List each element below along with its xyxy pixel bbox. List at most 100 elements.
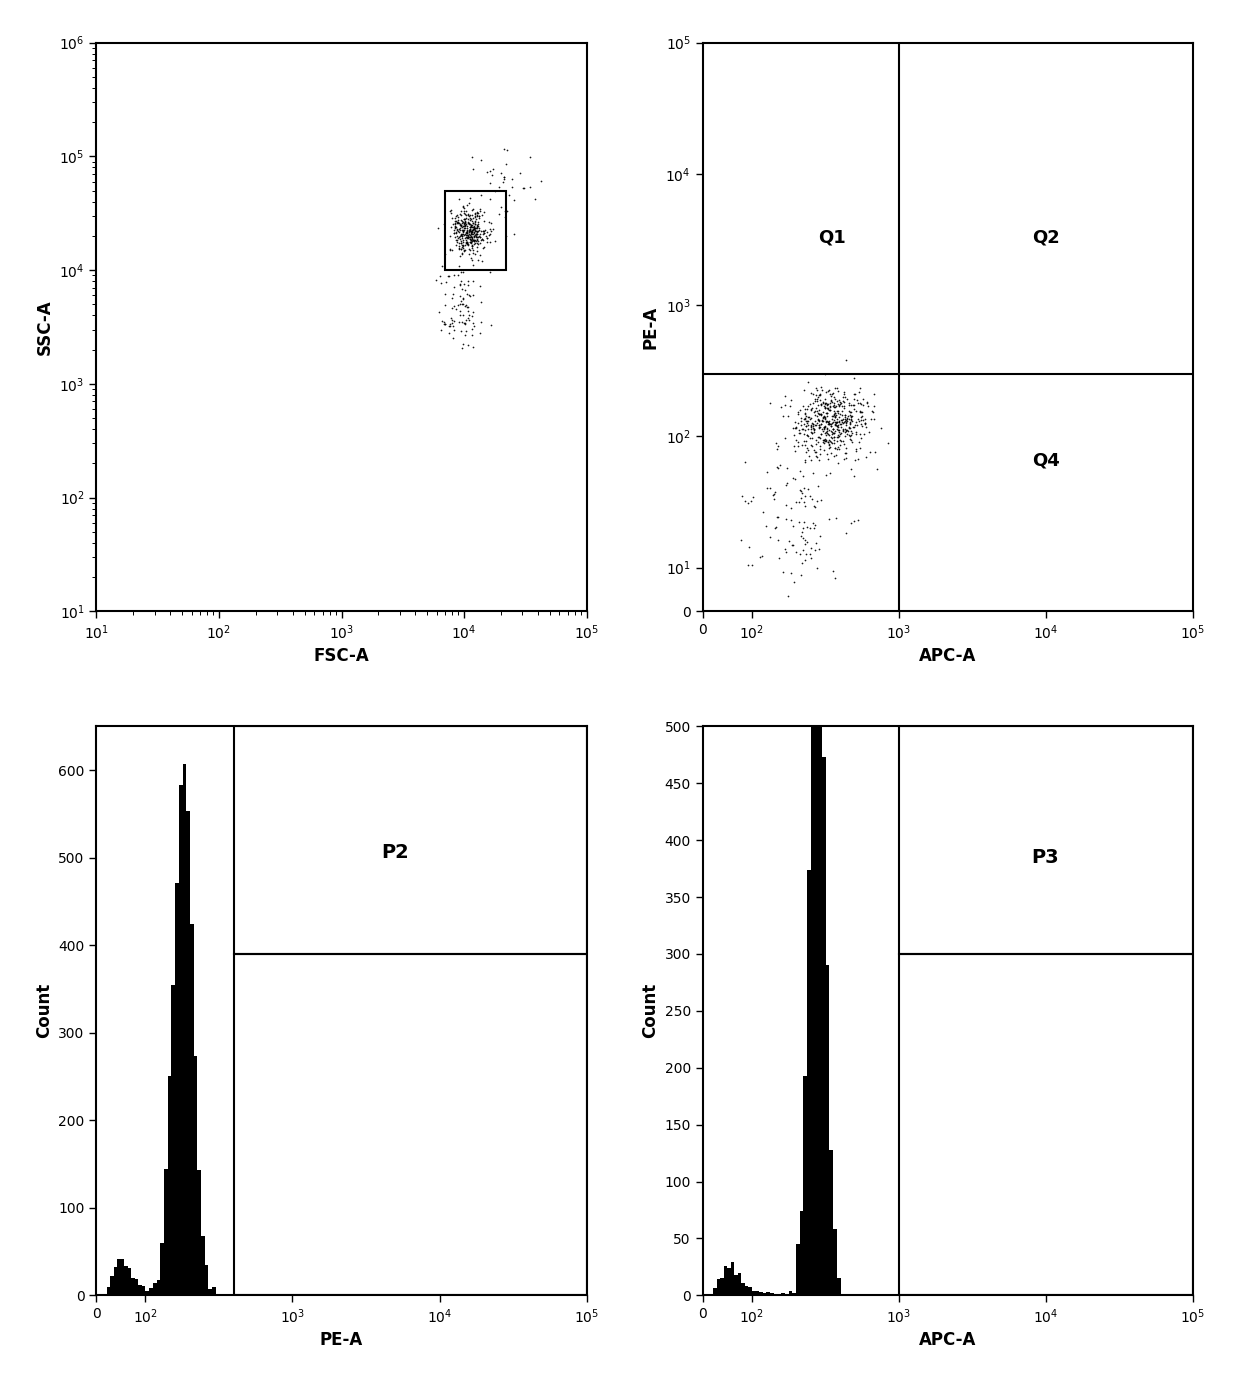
Point — [511, 162, 531, 184]
Point — [444, 264, 464, 286]
Point — [827, 403, 847, 425]
Point — [835, 404, 854, 426]
Point — [790, 479, 810, 501]
Point — [448, 228, 467, 251]
Point — [806, 444, 826, 466]
Point — [801, 397, 821, 419]
Point — [795, 397, 815, 419]
Point — [836, 437, 856, 459]
Point — [459, 233, 479, 255]
Point — [451, 242, 471, 264]
Point — [805, 404, 825, 426]
Point — [458, 212, 477, 234]
Point — [805, 400, 825, 422]
Point — [815, 396, 835, 418]
Point — [461, 246, 481, 268]
Point — [836, 447, 856, 469]
Point — [825, 422, 844, 444]
Point — [795, 429, 815, 451]
Point — [443, 309, 463, 331]
Point — [458, 334, 477, 356]
Point — [470, 208, 490, 230]
Point — [811, 443, 831, 465]
Point — [453, 210, 472, 233]
Point — [784, 424, 804, 446]
Point — [471, 291, 491, 313]
Point — [816, 411, 836, 433]
Point — [821, 430, 841, 453]
Point — [449, 217, 469, 239]
Point — [471, 220, 491, 242]
Point — [839, 417, 859, 439]
Point — [818, 410, 838, 432]
Point — [811, 422, 831, 444]
Point — [449, 233, 469, 255]
Point — [827, 411, 847, 433]
Point — [453, 220, 472, 242]
Point — [838, 392, 858, 414]
Point — [460, 187, 480, 209]
Point — [806, 440, 826, 462]
Point — [827, 415, 847, 437]
Point — [846, 437, 866, 459]
Bar — [751, 1291, 755, 1295]
Point — [841, 401, 861, 424]
Point — [446, 216, 466, 238]
Point — [455, 238, 475, 260]
Point — [465, 213, 485, 235]
Point — [466, 224, 486, 246]
Point — [864, 441, 884, 464]
Point — [838, 425, 858, 447]
Point — [831, 412, 851, 435]
Point — [441, 306, 461, 328]
Point — [444, 310, 464, 332]
Point — [802, 412, 822, 435]
Point — [460, 231, 480, 253]
Point — [450, 292, 470, 314]
Bar — [730, 1262, 734, 1295]
Point — [463, 219, 482, 241]
Point — [497, 201, 517, 223]
Point — [464, 158, 484, 180]
Point — [800, 408, 820, 430]
Point — [832, 400, 852, 422]
Point — [456, 228, 476, 251]
Point — [827, 430, 847, 453]
Point — [795, 408, 815, 430]
Point — [816, 421, 836, 443]
Point — [471, 311, 491, 334]
Point — [811, 393, 831, 415]
Point — [460, 216, 480, 238]
Point — [769, 457, 789, 479]
Point — [449, 237, 469, 259]
Point — [770, 454, 790, 476]
Point — [448, 212, 467, 234]
Point — [481, 262, 501, 284]
Point — [822, 432, 842, 454]
Point — [853, 406, 873, 428]
Bar — [766, 1291, 770, 1295]
Point — [792, 520, 812, 543]
Point — [786, 491, 806, 513]
Point — [450, 245, 470, 267]
Point — [464, 234, 484, 256]
Point — [806, 429, 826, 451]
Point — [450, 224, 470, 246]
Point — [445, 228, 465, 251]
Point — [810, 439, 830, 461]
Point — [839, 425, 859, 447]
Point — [459, 205, 479, 227]
Point — [779, 530, 799, 552]
Point — [811, 403, 831, 425]
Point — [810, 403, 830, 425]
Point — [466, 208, 486, 230]
Point — [466, 227, 486, 249]
Point — [454, 197, 474, 219]
Point — [466, 223, 486, 245]
Point — [735, 451, 755, 473]
Point — [765, 516, 785, 538]
Bar — [149, 1289, 153, 1295]
Point — [474, 223, 494, 245]
Point — [808, 394, 828, 417]
Point — [830, 437, 849, 459]
